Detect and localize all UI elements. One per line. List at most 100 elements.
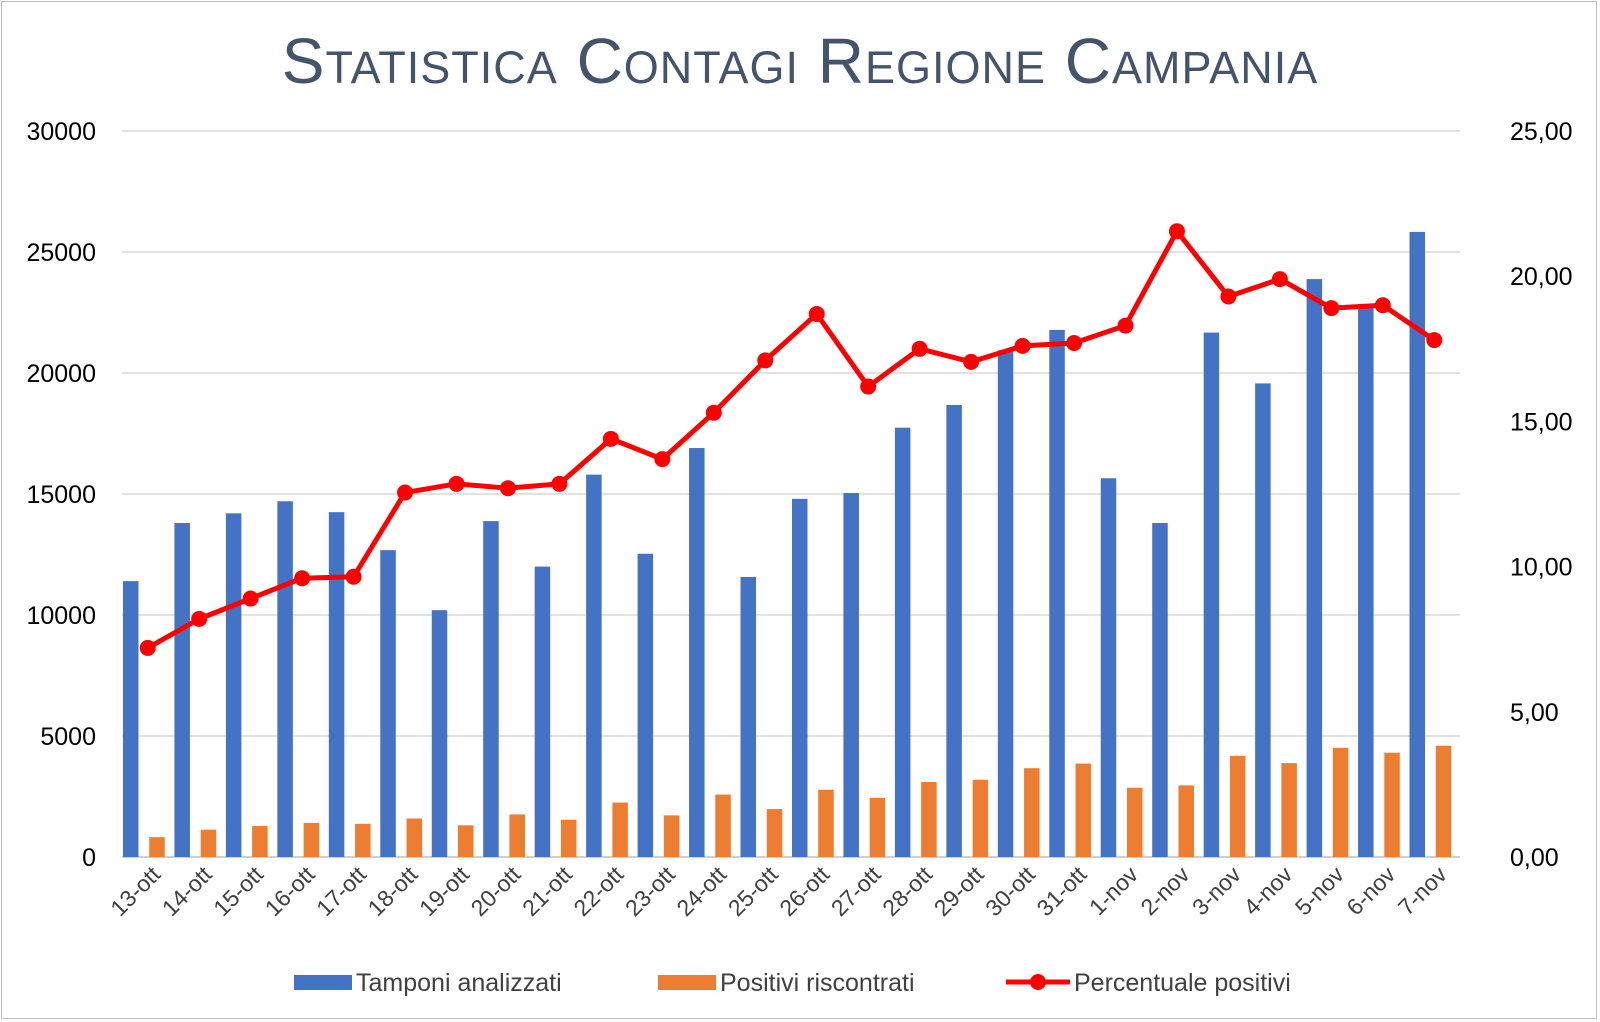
x-tick-label: 3-nov (1187, 861, 1246, 920)
bar-positivi (1281, 763, 1297, 857)
x-tick-label: 19-ott (414, 861, 474, 921)
gridlines (122, 130, 1460, 858)
x-tick-label: 1-nov (1084, 861, 1143, 920)
y-right-tick-label: 0,00 (1510, 844, 1559, 872)
bar-positivi (406, 818, 423, 857)
line-point (808, 305, 825, 322)
x-tick-label: 27-ott (826, 861, 886, 921)
line-point (1374, 297, 1391, 314)
line-point (1168, 223, 1185, 240)
bar-tamponi (380, 550, 396, 857)
bar-tamponi (174, 523, 190, 857)
bar-tamponi (1049, 329, 1065, 857)
line-point (705, 404, 722, 421)
bar-tamponi (843, 493, 859, 857)
line-point (602, 430, 619, 447)
x-tick-label: 25-ott (723, 861, 783, 921)
bar-positivi (921, 781, 937, 857)
x-tick-label: 5-nov (1290, 861, 1349, 920)
bar-tamponi (1409, 231, 1426, 857)
legend-label: Positivi riscontrati (720, 969, 915, 997)
y-axis-right: 0,00 5,00 10,00 15,00 20,00 25,00 (1510, 118, 1573, 872)
bar-positivi (766, 809, 783, 857)
x-tick-label: 22-ott (568, 861, 628, 921)
line-point (654, 451, 671, 468)
x-tick-label: 7-nov (1393, 861, 1452, 920)
y-right-tick-label: 5,00 (1510, 699, 1559, 727)
x-tick-label: 17-ott (311, 861, 371, 921)
line-point (1426, 332, 1443, 349)
bar-positivi (818, 789, 834, 857)
bar-positivi (200, 829, 217, 857)
x-tick-label: 6-nov (1341, 861, 1400, 920)
bar-positivi (1024, 768, 1040, 857)
line-point (294, 570, 311, 587)
y-right-tick-label: 20,00 (1510, 263, 1573, 291)
y-left-tick-label: 30000 (26, 118, 96, 146)
bar-tamponi (1255, 383, 1271, 857)
bar-positivi (663, 815, 680, 857)
bar-positivi (355, 823, 371, 857)
bar-positivi (972, 779, 989, 857)
bar-series (122, 231, 1452, 857)
bar-tamponi (328, 512, 345, 857)
line-point (397, 484, 414, 501)
bar-positivi (560, 819, 577, 857)
legend-marker (1030, 974, 1046, 990)
y-right-tick-label: 15,00 (1510, 408, 1573, 436)
bar-positivi (1384, 752, 1400, 857)
y-axis-left: 0 5000 10000 15000 20000 25000 30000 (26, 118, 96, 872)
y-left-tick-label: 5000 (40, 723, 96, 751)
x-tick-label: 30-ott (980, 861, 1040, 921)
bar-positivi (1127, 787, 1143, 857)
y-right-tick-label: 25,00 (1510, 118, 1573, 146)
x-tick-label: 26-ott (774, 861, 834, 921)
bar-tamponi (1358, 305, 1374, 857)
bar-positivi (612, 802, 628, 857)
bar-positivi (869, 797, 886, 857)
legend-label: Percentuale positivi (1074, 969, 1291, 997)
bar-positivi (1332, 747, 1349, 857)
line-point (191, 610, 208, 627)
line-point (1066, 334, 1083, 351)
y-left-tick-label: 25000 (26, 239, 96, 267)
bar-tamponi (225, 513, 242, 857)
x-tick-label: 15-ott (208, 861, 268, 921)
x-tick-label: 21-ott (517, 861, 577, 921)
legend-swatch (658, 975, 716, 990)
bar-tamponi (894, 427, 911, 857)
bar-tamponi (740, 577, 757, 857)
x-tick-label: 2-nov (1135, 861, 1194, 920)
line-point (499, 480, 516, 497)
line-point (1220, 288, 1237, 305)
line-point (963, 353, 980, 370)
bar-tamponi (277, 501, 293, 857)
line-point (1014, 337, 1031, 354)
bar-tamponi (689, 448, 705, 857)
bar-positivi (1178, 785, 1194, 857)
x-tick-label: 28-ott (877, 861, 937, 921)
bar-tamponi (586, 474, 602, 857)
x-tick-label: 24-ott (671, 861, 731, 921)
bar-positivi (1075, 763, 1092, 857)
line-point (1271, 271, 1288, 288)
bar-positivi (1435, 745, 1452, 857)
bar-tamponi (534, 566, 551, 857)
line-point (1323, 300, 1340, 317)
line-point (860, 378, 877, 395)
line-point (911, 340, 928, 357)
y-right-tick-label: 10,00 (1510, 554, 1573, 582)
x-tick-label: 29-ott (929, 861, 989, 921)
legend: Tamponi analizzati Positivi riscontrati Pe… (294, 969, 1291, 997)
bar-tamponi (431, 610, 448, 857)
bar-positivi (149, 837, 165, 857)
y-left-tick-label: 20000 (26, 360, 96, 388)
y-left-tick-label: 10000 (26, 602, 96, 630)
y-left-tick-label: 0 (82, 844, 96, 872)
bar-positivi (458, 825, 474, 857)
legend-swatch (294, 975, 352, 990)
bar-positivi (1229, 755, 1246, 857)
line-point (242, 590, 259, 607)
legend-label: Tamponi analizzati (356, 969, 562, 997)
